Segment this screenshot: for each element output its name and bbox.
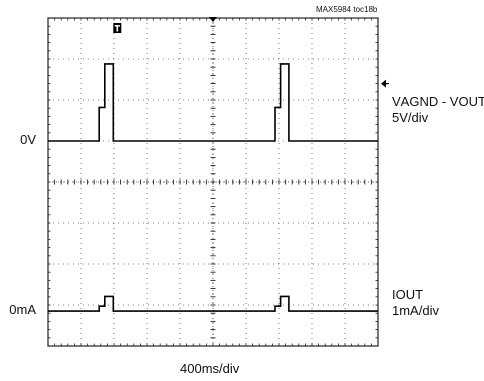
- markers-layer: [113, 17, 389, 88]
- traces-layer: [48, 63, 378, 312]
- ch1-name-label: VAGND - VOUT: [392, 94, 484, 109]
- trigger-icon-stem: [116, 25, 119, 32]
- trigger-level-icon: [381, 79, 386, 88]
- ch1-reference-label: 0V: [20, 132, 36, 147]
- trigger-icon: [113, 23, 122, 33]
- ch2-name-label: IOUT: [392, 287, 423, 302]
- ch1-name-out: OUT: [458, 93, 484, 109]
- ch1-name-v: V: [392, 93, 401, 109]
- ch2-reference-label: 0mA: [9, 302, 36, 318]
- trace-ch2: [48, 295, 378, 312]
- ch1-name-sep: - V: [438, 93, 459, 109]
- ch2-name-out: OUT: [395, 286, 424, 302]
- ch1-name-agnd: AGND: [400, 93, 439, 109]
- ch2-name-i: I: [392, 286, 396, 302]
- trace-ch1: [48, 63, 378, 142]
- ch1-scale-label: 5V/div: [392, 109, 429, 125]
- figure-id: MAX5984 toc18b: [316, 5, 378, 14]
- timebase-label: 400ms/div: [180, 361, 240, 376]
- ch2-scale-label: 1mA/div: [392, 302, 439, 318]
- trigger-position-icon: [209, 17, 217, 22]
- grid-layer: [47, 17, 379, 347]
